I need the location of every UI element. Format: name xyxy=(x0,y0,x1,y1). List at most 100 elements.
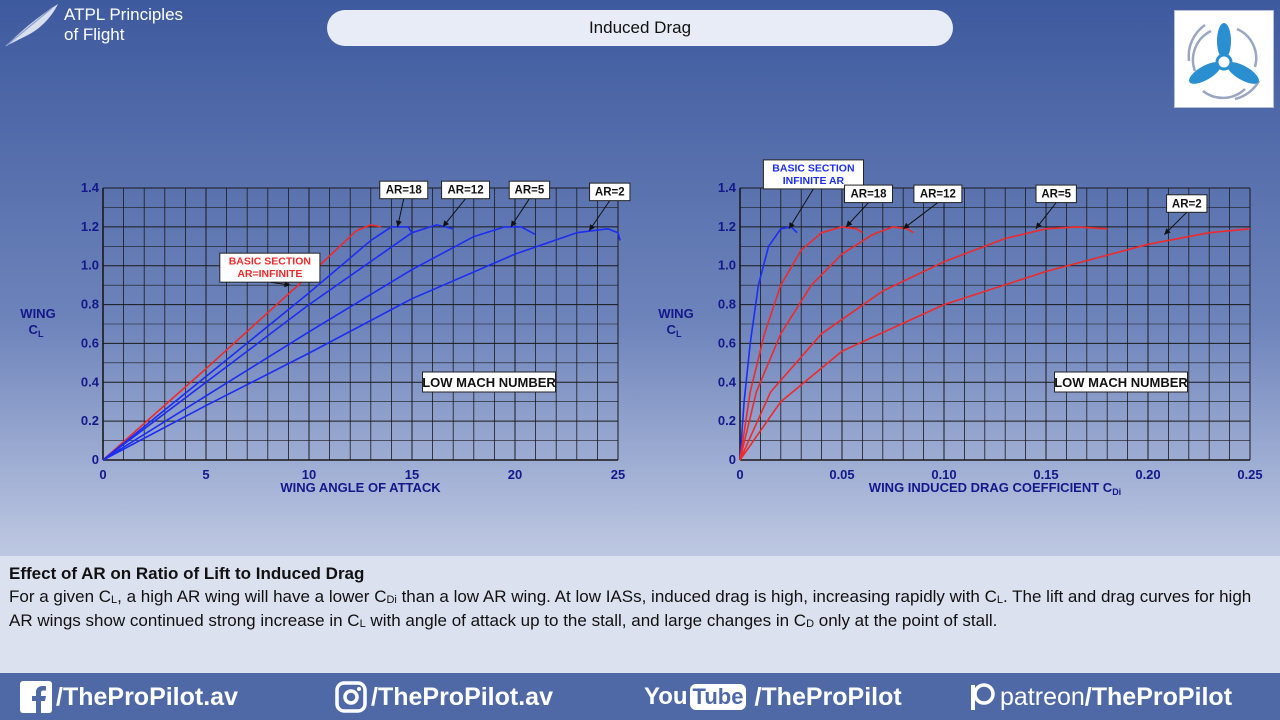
chart-lift-vs-drag-svg: 0 0.05 0.10 0.15 0.20 0.25 0 0.2 0.4 0.6 0.8 1.0 1.2… xyxy=(658,159,1263,497)
x-axis-label-text: WING ANGLE OF ATTACK xyxy=(280,480,441,495)
chart-lift-vs-drag: 0 0.05 0.10 0.15 0.20 0.25 0 0.2 0.4 0.6 0.8 1.0 1.2… xyxy=(640,150,1280,500)
brand-line-1: ATPL Principles xyxy=(64,5,184,24)
y-tick-label: 1.0 xyxy=(718,258,736,273)
youtube-you-text: You xyxy=(644,683,688,710)
series-label: AR=18 xyxy=(386,185,423,197)
x-tick-label: 0.20 xyxy=(1135,467,1160,482)
explanation-subscript: L xyxy=(111,594,118,606)
callout-line xyxy=(902,202,939,230)
series-label: AR=INFINITE xyxy=(237,268,302,280)
y-tick-label: 0.6 xyxy=(81,335,99,350)
series-label-box xyxy=(762,159,864,190)
annotation-box xyxy=(422,371,556,393)
series-line-5 xyxy=(739,228,1251,461)
y-tick-label: 0 xyxy=(92,452,99,467)
y-tick-label: 1.2 xyxy=(81,219,99,234)
series-label: AR=5 xyxy=(515,185,545,197)
instagram-icon xyxy=(335,681,367,713)
series-label: AR=12 xyxy=(920,189,956,201)
annotation-text: LOW MACH NUMBER xyxy=(1054,375,1188,390)
series-label: AR=2 xyxy=(595,187,625,199)
series-label: AR=5 xyxy=(1041,189,1071,201)
explanation-text-run: For a given C xyxy=(9,587,112,606)
y-tick-label: 1.4 xyxy=(81,180,100,195)
explanation-heading: Effect of AR on Ratio of Lift to Induced… xyxy=(9,564,365,583)
series-label-box xyxy=(1035,184,1077,204)
y-axis-label-subscript: L xyxy=(676,329,682,339)
y-axis-label-line2: CL xyxy=(29,322,44,339)
y-tick-label: 0.6 xyxy=(718,335,736,350)
patreon-link[interactable]: patreon /TheProPilot xyxy=(968,682,1232,712)
annotation-text: LOW MACH NUMBER xyxy=(422,375,556,390)
youtube-tube-text: Tube xyxy=(689,684,747,710)
series-label-box xyxy=(441,180,491,200)
x-axis-label: WING INDUCED DRAG COEFFICIENT CDi xyxy=(869,480,1121,497)
explanation-panel: Effect of AR on Ratio of Lift to Induced… xyxy=(0,556,1280,673)
callout-arrowhead xyxy=(284,281,291,288)
explanation-text-run: , a high AR wing will have a lower C xyxy=(117,587,387,606)
explanation-text-run: than a low AR wing. At low IASs, induced… xyxy=(396,587,997,606)
series-line-2 xyxy=(102,226,413,461)
y-axis-label-line1: WING xyxy=(658,306,693,321)
x-tick-label: 0.10 xyxy=(931,467,956,482)
callout-arrowhead xyxy=(510,220,517,227)
series-label: AR=12 xyxy=(447,185,483,197)
series-label-box xyxy=(589,182,631,202)
callout-arrowhead xyxy=(903,222,910,229)
explanation-subscript: L xyxy=(359,618,366,630)
x-axis-label-subscript: Di xyxy=(1112,487,1121,497)
callout-line xyxy=(442,198,466,228)
y-tick-label: 0.4 xyxy=(718,374,737,389)
annotation-box xyxy=(1054,371,1188,393)
series-label: BASIC SECTION xyxy=(229,256,311,268)
chart-lift-vs-aoa-svg: 0 5 10 15 20 25 0 0.2 0.4 0.6 0.8 1.0 1.2 1.4 WING ANG… xyxy=(20,180,631,495)
y-axis-label-symbol: C xyxy=(29,322,39,337)
series-label: AR=2 xyxy=(1172,198,1202,210)
series-label-box xyxy=(844,184,893,204)
x-tick-label: 0 xyxy=(99,467,106,482)
x-axis-label: WING ANGLE OF ATTACK xyxy=(280,480,441,495)
callout-arrowhead xyxy=(589,224,596,231)
x-tick-label: 0.15 xyxy=(1033,467,1058,482)
x-tick-label: 25 xyxy=(611,467,625,482)
youtube-link[interactable]: You Tube /TheProPilot xyxy=(644,682,902,712)
series-line-2 xyxy=(739,226,863,461)
callout-line xyxy=(788,188,814,230)
social-footer: /TheProPilot.av /TheProPilot.av You Tube… xyxy=(0,673,1280,720)
brand: ATPL Principles of Flight xyxy=(0,0,260,50)
y-tick-label: 0.2 xyxy=(718,413,736,428)
y-tick-label: 1.2 xyxy=(718,219,736,234)
x-tick-label: 0.05 xyxy=(829,467,854,482)
series-label-box xyxy=(508,180,551,200)
brand-line-2: of Flight xyxy=(64,25,125,44)
series-label: AR=18 xyxy=(850,189,887,201)
page-title-text: Induced Drag xyxy=(588,18,692,37)
x-tick-label: 15 xyxy=(405,467,419,482)
y-tick-label: 0.8 xyxy=(718,297,736,312)
series-line-3 xyxy=(102,224,454,461)
patreon-icon xyxy=(968,682,996,712)
y-axis-label-subscript: L xyxy=(38,329,44,339)
series-label: BASIC SECTION xyxy=(772,162,854,174)
series-line-4 xyxy=(739,226,1108,461)
logo xyxy=(1174,10,1274,108)
series-line-3 xyxy=(739,226,914,461)
x-tick-label: 20 xyxy=(508,467,522,482)
y-tick-label: 1.4 xyxy=(718,180,737,195)
youtube-icon: You Tube xyxy=(644,683,750,711)
youtube-handle: /TheProPilot xyxy=(754,682,902,711)
series-line-4 xyxy=(102,226,536,461)
explanation-text-run: . The lift and drag curves for high AR w… xyxy=(9,587,1252,630)
facebook-link[interactable]: /TheProPilot.av xyxy=(20,681,238,713)
series-label-box xyxy=(379,180,429,200)
callout-arrowhead xyxy=(788,222,795,229)
series-label-box xyxy=(913,184,963,204)
x-tick-label: 10 xyxy=(302,467,316,482)
series-label-box xyxy=(219,252,321,283)
y-axis-label-symbol: C xyxy=(667,322,677,337)
propeller-logo-icon xyxy=(1187,23,1261,101)
y-axis-label-line1: WING xyxy=(20,306,55,321)
instagram-link[interactable]: /TheProPilot.av xyxy=(335,681,553,713)
gridlines xyxy=(739,187,1251,461)
patreon-handle: /TheProPilot xyxy=(1084,682,1233,711)
